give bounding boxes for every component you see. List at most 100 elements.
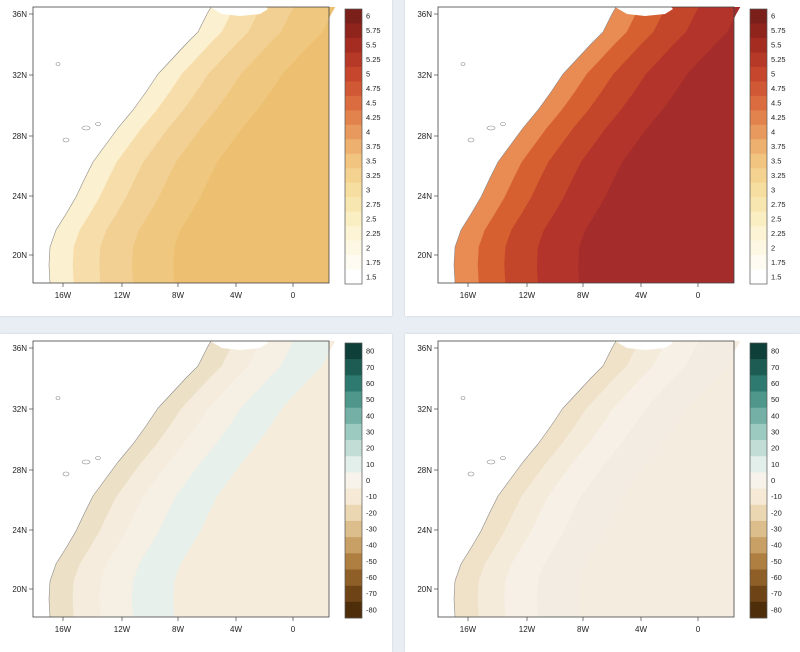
colorbar-swatch	[345, 226, 362, 241]
colorbar-swatch	[750, 255, 767, 270]
colorbar-label: 5.25	[771, 55, 786, 64]
colorbar-label: 5	[771, 70, 775, 79]
lon-tick-label: 12W	[519, 625, 536, 634]
map-frame	[32, 340, 330, 618]
colorbar-label: 50	[771, 395, 779, 404]
colorbar-label: 3.5	[771, 157, 781, 166]
lat-tick-label: 28N	[417, 132, 432, 141]
colorbar-swatch	[345, 407, 362, 425]
colorbar-swatch	[345, 391, 362, 409]
colorbar-swatch	[345, 9, 362, 24]
colorbar-label: 2.5	[366, 214, 376, 223]
colorbar-swatch	[345, 343, 362, 360]
colorbar-swatch	[750, 9, 767, 24]
colorbar-label: 5	[366, 70, 370, 79]
island	[81, 125, 91, 131]
colorbar-swatch	[750, 407, 767, 425]
map-frame	[437, 340, 735, 618]
colorbar-label: 30	[366, 428, 374, 437]
colorbar-label: 0	[366, 476, 370, 485]
lat-tick-label: 20N	[12, 251, 27, 260]
colorbar-label: 20	[771, 444, 779, 453]
colorbar-swatch	[345, 553, 362, 570]
colorbar-label: 1.5	[771, 272, 781, 281]
map-frame	[32, 6, 330, 284]
colorbar-label: 10	[366, 460, 374, 469]
colorbar-label: -40	[366, 541, 377, 550]
coastline	[48, 340, 212, 618]
colorbar-swatch	[750, 226, 767, 241]
colorbar-label: -40	[771, 541, 782, 550]
colorbar-swatch	[345, 153, 362, 169]
map-svg: 36N 32N 28N 24N 20N 16W 12W 8W 4W 0 6 5.75 5.5 5.25 5 4…	[12, 1, 381, 300]
colorbar-label: -10	[771, 492, 782, 501]
colorbar-swatch	[750, 23, 767, 39]
colorbar-label: -20	[771, 508, 782, 517]
map-panel-bottom-left: 36N 32N 28N 24N 20N 16W 12W 8W 4W 0 80 70 60 50 40 30 20…	[0, 334, 392, 652]
colorbar-swatch	[345, 66, 362, 82]
colorbar-swatch	[750, 553, 767, 570]
lat-tick-label: 36N	[12, 10, 27, 19]
colorbar-label: 60	[771, 379, 779, 388]
colorbar-label: 0	[771, 476, 775, 485]
colorbar-label: 4.5	[771, 99, 781, 108]
colorbar-swatch	[750, 585, 767, 603]
map-svg: 36N 32N 28N 24N 20N 16W 12W 8W 4W 0 80 70 60 50 40 30 20…	[417, 335, 782, 634]
island	[500, 456, 506, 460]
colorbar-label: 4.75	[771, 84, 786, 93]
lon-tick-label: 0	[696, 291, 701, 300]
map-panel-bottom-right: 36N 32N 28N 24N 20N 16W 12W 8W 4W 0 80 70 60 50 40 30 20…	[405, 334, 800, 652]
colorbar-swatch	[345, 197, 362, 212]
colorbar-label: 4.5	[366, 99, 376, 108]
coastline	[48, 6, 212, 284]
lat-tick-label: 24N	[12, 192, 27, 201]
colorbar-swatch	[750, 110, 767, 126]
colorbar-label: 2.75	[771, 200, 786, 209]
colorbar-swatch	[750, 391, 767, 409]
colorbar-swatch	[750, 81, 767, 97]
colorbar-swatch	[345, 182, 362, 198]
colorbar-swatch	[345, 537, 362, 554]
iberia-mask	[210, 1, 268, 16]
lon-tick-label: 0	[696, 625, 701, 634]
iberia-mask	[210, 335, 268, 350]
colorbar-label: 4	[366, 128, 370, 137]
lon-tick-label: 16W	[460, 625, 477, 634]
island	[62, 137, 70, 143]
colorbar-label: 80	[771, 347, 779, 356]
coastline	[453, 340, 617, 618]
colorbar-label: -30	[366, 525, 377, 534]
map-svg: 36N 32N 28N 24N 20N 16W 12W 8W 4W 0 6 5.75 5.5 5.25 5 4…	[417, 1, 786, 300]
colorbar: 80 70 60 50 40 30 20 10 0 -10 -20 -30 -40 -50 -60 -70 -8…	[344, 342, 377, 619]
colorbar-swatch	[345, 52, 362, 68]
colorbar-swatch	[345, 37, 362, 53]
colorbar-swatch	[345, 124, 362, 140]
lat-tick-label: 24N	[417, 526, 432, 535]
colorbar-label: 40	[366, 411, 374, 420]
colorbar-swatch	[750, 537, 767, 554]
colorbar-swatch	[345, 23, 362, 39]
colorbar-swatch	[345, 240, 362, 256]
coastline	[453, 6, 617, 284]
lon-tick-label: 16W	[460, 291, 477, 300]
colorbar-swatch	[750, 423, 767, 441]
colorbar-label: 3.75	[366, 142, 381, 151]
colorbar-swatch	[750, 124, 767, 140]
colorbar-label: 20	[366, 444, 374, 453]
colorbar-label: 6	[366, 12, 370, 21]
colorbar-label: 4	[771, 128, 775, 137]
colorbar-swatch	[750, 488, 767, 506]
colorbar-swatch	[345, 488, 362, 506]
island	[500, 122, 506, 126]
colorbar-swatch	[345, 81, 362, 97]
colorbar-swatch	[750, 569, 767, 586]
colorbar-swatch	[750, 37, 767, 53]
lat-tick-label: 28N	[417, 466, 432, 475]
colorbar-swatch	[750, 472, 767, 489]
colorbar-label: -50	[366, 557, 377, 566]
colorbar-label: 80	[366, 347, 374, 356]
lon-tick-label: 8W	[577, 291, 589, 300]
island	[460, 396, 466, 400]
island	[81, 459, 91, 465]
colorbar-swatch	[345, 211, 362, 227]
